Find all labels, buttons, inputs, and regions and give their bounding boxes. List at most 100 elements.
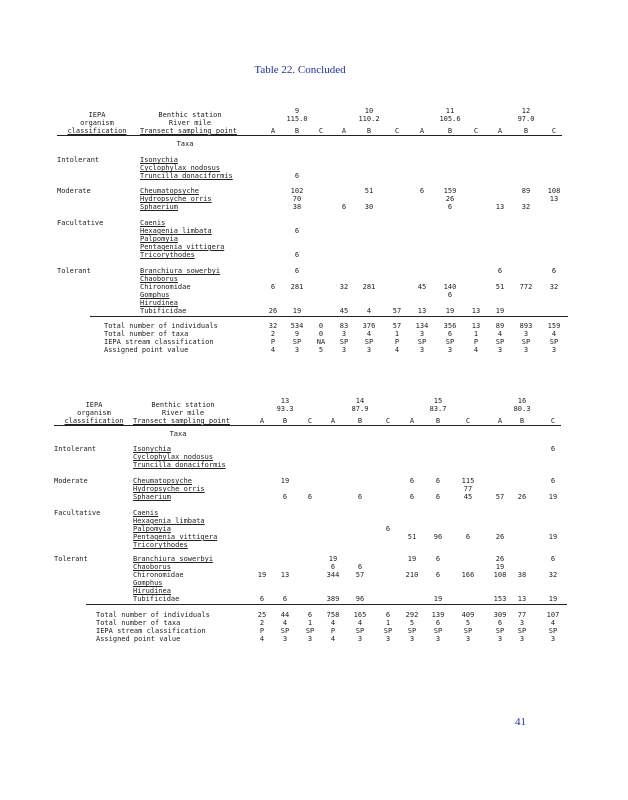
total-cell: 3 (341, 330, 347, 338)
sampling-point: A (270, 127, 276, 135)
total-cell: 4 (497, 330, 503, 338)
total-cell: 3 (307, 635, 313, 643)
count-cell: 6 (330, 563, 336, 571)
taxon-name: Cheumatopsyche (133, 477, 193, 485)
total-cell: P (473, 338, 479, 346)
totals-label: IEPA stream classification (96, 627, 206, 635)
total-cell: 0 (318, 330, 324, 338)
taxon-name: Palpomyia (140, 235, 178, 243)
river-mile: 83.7 (429, 405, 447, 413)
total-cell: 4 (330, 635, 336, 643)
taxon-name: Branchiura sowerbyi (140, 267, 221, 275)
sampling-point: C (550, 417, 556, 425)
count-cell: 77 (463, 485, 473, 493)
total-cell: SP (548, 627, 558, 635)
count-cell: 13 (517, 595, 527, 603)
taxon-name: Palpomyia (133, 525, 171, 533)
classification-header: IEPA (85, 401, 103, 409)
sampling-point: B (523, 127, 529, 135)
sampling-point: A (419, 127, 425, 135)
taxon-name: Isonychia (140, 156, 178, 164)
count-cell: 6 (357, 563, 363, 571)
total-cell: 3 (294, 346, 300, 354)
total-cell: 3 (523, 346, 529, 354)
sampling-point: B (447, 127, 453, 135)
count-cell: 4 (366, 307, 372, 315)
river-mile: 105.6 (439, 115, 461, 123)
count-cell: 19 (548, 595, 558, 603)
count-cell: 6 (385, 525, 391, 533)
organism-class: Intolerant (57, 156, 100, 164)
count-cell: 13 (280, 571, 290, 579)
totals-label: Total number of individuals (104, 322, 218, 330)
count-cell: 57 (355, 571, 365, 579)
count-cell: 96 (355, 595, 365, 603)
total-cell: 13 (471, 322, 481, 330)
count-cell: 19 (548, 493, 558, 501)
sampling-point: A (409, 417, 415, 425)
organism-class: Intolerant (54, 445, 97, 453)
total-cell: 6 (385, 611, 391, 619)
total-cell: 77 (517, 611, 527, 619)
sampling-point: A (497, 127, 503, 135)
taxon-name: Truncilla donaciformis (140, 172, 233, 180)
total-cell: 292 (405, 611, 419, 619)
classification-header: organism (77, 409, 111, 417)
organism-class: Tolerant (57, 267, 91, 275)
count-cell: 38 (292, 203, 302, 211)
taxon-name: Chaoborus (140, 275, 178, 283)
total-cell: SP (417, 338, 427, 346)
count-cell: 19 (445, 307, 455, 315)
total-cell: 3 (419, 330, 425, 338)
count-cell: 19 (495, 563, 505, 571)
count-cell: 6 (447, 291, 453, 299)
count-cell: 6 (357, 493, 363, 501)
taxon-name: Tubificidae (133, 595, 180, 603)
total-cell: 2 (270, 330, 276, 338)
total-cell: 3 (519, 619, 525, 627)
taxon-name: Hexagenia limbata (140, 227, 212, 235)
total-cell: 6 (497, 619, 503, 627)
total-cell: 758 (326, 611, 340, 619)
count-cell: 6 (341, 203, 347, 211)
totals-label: IEPA stream classification (104, 338, 214, 346)
total-cell: SP (355, 627, 365, 635)
sampling-point: C (385, 417, 391, 425)
totals-label: Total number of taxa (104, 330, 189, 338)
count-cell: 51 (495, 283, 505, 291)
count-cell: 6 (550, 555, 556, 563)
taxon-name: Cheumatopsyche (140, 187, 200, 195)
total-cell: SP (445, 338, 455, 346)
count-cell: 102 (290, 187, 304, 195)
total-cell: 534 (290, 322, 304, 330)
total-cell: SP (549, 338, 559, 346)
taxon-name: Hydropsyche orris (133, 485, 205, 493)
taxon-name: Isonychia (133, 445, 171, 453)
count-cell: 19 (257, 571, 267, 579)
sampling-point: B (366, 127, 372, 135)
river-mile: 93.3 (276, 405, 294, 413)
total-cell: SP (521, 338, 531, 346)
total-cell: 0 (318, 322, 324, 330)
taxa-header: Taxa (169, 430, 187, 438)
organism-class: Moderate (54, 477, 88, 485)
taxon-name: Pentagenia vittigera (133, 533, 218, 541)
count-cell: 26 (495, 555, 505, 563)
totals-rule (90, 316, 568, 317)
total-cell: 3 (550, 635, 556, 643)
total-cell: SP (433, 627, 443, 635)
count-cell: 6 (409, 493, 415, 501)
count-cell: 166 (461, 571, 475, 579)
sampling-point: B (357, 417, 363, 425)
count-cell: 13 (417, 307, 427, 315)
station-header: Benthic station (151, 401, 215, 409)
sampling-point: B (294, 127, 300, 135)
page-number: 41 (515, 716, 526, 728)
count-cell: 19 (280, 477, 290, 485)
sampling-point: A (330, 417, 336, 425)
count-cell: 389 (326, 595, 340, 603)
total-cell: 89 (495, 322, 505, 330)
sampling-point-header: Transect sampling point (133, 417, 230, 425)
total-cell: 4 (270, 346, 276, 354)
sampling-point: C (551, 127, 557, 135)
